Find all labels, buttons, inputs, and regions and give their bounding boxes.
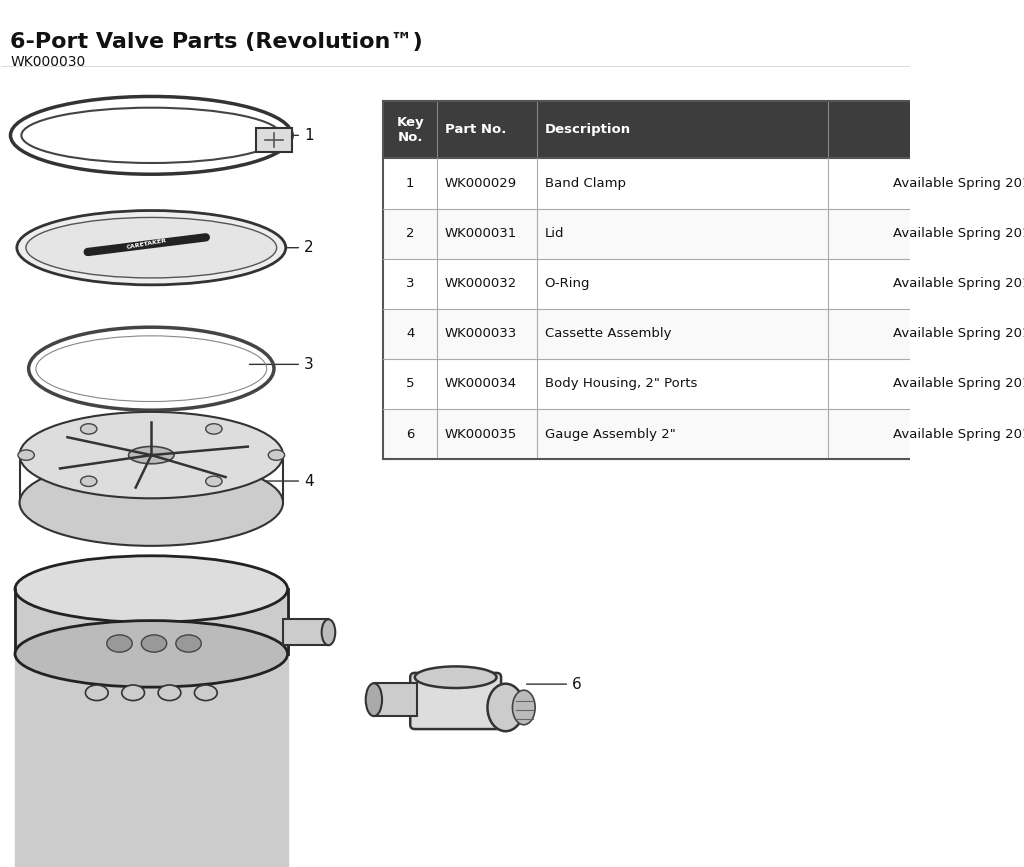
Text: CARETAKER: CARETAKER (126, 238, 167, 251)
Ellipse shape (415, 667, 497, 688)
Text: Available Spring 2019: Available Spring 2019 (893, 427, 1024, 440)
Ellipse shape (106, 635, 132, 652)
Ellipse shape (26, 218, 276, 278)
FancyBboxPatch shape (374, 683, 418, 716)
Text: Available Spring 2019: Available Spring 2019 (893, 177, 1024, 190)
Text: 1: 1 (304, 127, 313, 143)
Text: Lid: Lid (545, 227, 564, 240)
FancyBboxPatch shape (383, 309, 1024, 359)
Text: WK000032: WK000032 (444, 277, 517, 290)
FancyBboxPatch shape (383, 159, 1024, 209)
Ellipse shape (15, 621, 288, 688)
Text: 5: 5 (406, 377, 415, 390)
Text: O-Ring: O-Ring (545, 277, 590, 290)
Text: WK000031: WK000031 (444, 227, 517, 240)
Ellipse shape (158, 685, 181, 701)
Ellipse shape (206, 476, 222, 486)
Ellipse shape (322, 619, 335, 645)
Ellipse shape (15, 556, 288, 623)
Text: 2: 2 (406, 227, 415, 240)
Ellipse shape (85, 685, 109, 701)
Text: Available Spring 2019: Available Spring 2019 (893, 328, 1024, 341)
Ellipse shape (16, 211, 286, 285)
Text: 5: 5 (304, 621, 313, 636)
Text: 6: 6 (407, 427, 415, 440)
Ellipse shape (141, 635, 167, 652)
Text: WK000030: WK000030 (10, 55, 86, 69)
Text: Key
No.: Key No. (396, 115, 424, 144)
FancyBboxPatch shape (256, 127, 292, 152)
Ellipse shape (19, 412, 283, 499)
Ellipse shape (268, 450, 285, 460)
Text: Available Spring 2019: Available Spring 2019 (893, 227, 1024, 240)
Text: 4: 4 (407, 328, 415, 341)
Text: 2: 2 (304, 240, 313, 255)
Text: List Price: List Price (969, 123, 1024, 136)
FancyBboxPatch shape (383, 409, 1024, 460)
Ellipse shape (81, 476, 97, 486)
Text: 3: 3 (406, 277, 415, 290)
FancyBboxPatch shape (383, 101, 1024, 159)
Ellipse shape (81, 424, 97, 434)
Text: 4: 4 (304, 473, 313, 488)
FancyBboxPatch shape (383, 209, 1024, 258)
FancyBboxPatch shape (411, 673, 501, 729)
Text: Cassette Assembly: Cassette Assembly (545, 328, 671, 341)
Text: 6: 6 (572, 676, 582, 692)
Text: 3: 3 (304, 357, 313, 372)
Text: Part No.: Part No. (444, 123, 506, 136)
Text: WK000029: WK000029 (444, 177, 517, 190)
Ellipse shape (129, 447, 174, 464)
FancyBboxPatch shape (383, 359, 1024, 409)
Text: Gauge Assembly 2": Gauge Assembly 2" (545, 427, 676, 440)
FancyBboxPatch shape (283, 619, 329, 645)
Text: Description: Description (545, 123, 631, 136)
Ellipse shape (206, 424, 222, 434)
Ellipse shape (18, 450, 35, 460)
Text: Band Clamp: Band Clamp (545, 177, 626, 190)
Ellipse shape (487, 684, 524, 731)
Text: WK000033: WK000033 (444, 328, 517, 341)
Text: Available Spring 2019: Available Spring 2019 (893, 377, 1024, 390)
Ellipse shape (366, 683, 382, 716)
Ellipse shape (512, 690, 536, 725)
FancyBboxPatch shape (383, 258, 1024, 309)
Ellipse shape (176, 635, 202, 652)
Text: WK000035: WK000035 (444, 427, 517, 440)
Text: 6-Port Valve Parts (Revolution™): 6-Port Valve Parts (Revolution™) (10, 31, 423, 52)
Text: 1: 1 (406, 177, 415, 190)
Ellipse shape (19, 460, 283, 546)
Ellipse shape (122, 685, 144, 701)
Text: Available Spring 2019: Available Spring 2019 (893, 277, 1024, 290)
Text: WK000034: WK000034 (444, 377, 517, 390)
Ellipse shape (195, 685, 217, 701)
Text: Body Housing, 2" Ports: Body Housing, 2" Ports (545, 377, 697, 390)
